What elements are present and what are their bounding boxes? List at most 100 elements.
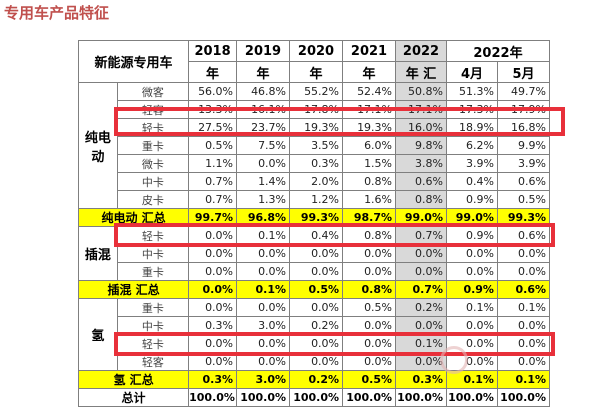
- grand-total-row: 总计 100.0% 100.0% 100.0% 100.0% 100.0% 100.0% 10…: [77, 388, 551, 407]
- share-value-cell: 0.0%: [496, 334, 551, 353]
- year-header-bottom: 年: [342, 61, 397, 83]
- subtotal-value-cell: 0.6%: [496, 280, 551, 299]
- vehicle-type-label: 轻卡: [116, 118, 190, 137]
- year-header-top: 2019: [236, 40, 291, 62]
- share-value-cell: 18.9%: [445, 118, 498, 137]
- vehicle-type-label: 轻卡: [116, 334, 190, 353]
- year-header-bottom: 年: [289, 61, 344, 83]
- grand-total-value-cell: 100.0%: [496, 388, 551, 407]
- share-value-cell: 0.0%: [445, 262, 498, 281]
- share-value-cell: 0.1%: [395, 334, 447, 353]
- share-value-cell: 17.3%: [445, 100, 498, 119]
- share-value-cell: 50.8%: [395, 82, 447, 101]
- year-header-top: 2020: [289, 40, 344, 62]
- share-value-cell: 16.0%: [395, 118, 447, 137]
- group-label: 插混: [78, 226, 118, 281]
- table-row: 纯电 动微客 56.0% 46.8% 55.2% 52.4% 50.8% 51.3% 49.7…: [78, 82, 551, 209]
- subtotal-label: 插混 汇总: [77, 280, 190, 299]
- share-value-cell: 0.0%: [342, 334, 397, 353]
- share-value-cell: 0.0%: [188, 298, 238, 317]
- share-value-cell: 9.9%: [496, 136, 551, 155]
- table-row: 轻客 13.3% 16.1% 17.8% 17.1% 17.1% 17.3% 17.9%: [79, 100, 551, 119]
- share-value-cell: 52.4%: [342, 82, 397, 101]
- share-value-cell: 16.1%: [236, 100, 291, 119]
- corner-header: 新能源专用车: [77, 40, 190, 83]
- subtotal-value-cell: 0.3%: [188, 370, 238, 389]
- share-value-cell: 0.0%: [289, 244, 344, 263]
- subtotal-value-cell: 99.3%: [496, 208, 551, 227]
- subtotal-value-cell: 0.5%: [289, 280, 344, 299]
- subtotal-row: 纯电动 汇总 99.7% 96.8% 99.3% 98.7% 99.0% 99.0% 99.3…: [77, 208, 551, 227]
- share-value-cell: 0.0%: [289, 298, 344, 317]
- share-value-cell: 0.0%: [188, 262, 238, 281]
- vehicle-type-label: 微卡: [116, 154, 190, 173]
- share-value-cell: 1.1%: [188, 154, 238, 173]
- month-header: 5月: [496, 61, 551, 83]
- vehicle-type-label: 中卡: [116, 172, 190, 191]
- grand-total-value-cell: 100.0%: [188, 388, 238, 407]
- share-value-cell: 6.0%: [342, 136, 397, 155]
- share-value-cell: 0.0%: [188, 334, 238, 353]
- share-value-cell: 3.5%: [289, 136, 344, 155]
- grand-total-value-cell: 100.0%: [289, 388, 344, 407]
- share-value-cell: 0.0%: [395, 244, 447, 263]
- share-value-cell: 17.1%: [342, 100, 397, 119]
- share-value-cell: 0.0%: [188, 244, 238, 263]
- table-row: 中卡 0.3% 3.0% 0.2% 0.0% 0.0% 0.0% 0.0%: [79, 316, 551, 335]
- group-label: 氢: [78, 298, 118, 371]
- share-value-cell: 0.0%: [496, 244, 551, 263]
- grand-total-value-cell: 100.0%: [342, 388, 397, 407]
- table-body: 纯电 动微客 56.0% 46.8% 55.2% 52.4% 50.8% 51.3% 49.7…: [77, 82, 551, 407]
- share-value-cell: 3.0%: [236, 316, 291, 335]
- share-value-cell: 0.0%: [395, 316, 447, 335]
- subtotal-row: 氢 汇总 0.3% 3.0% 0.2% 0.5% 0.3% 0.1% 0.1%: [77, 370, 551, 389]
- share-value-cell: 0.4%: [445, 172, 498, 191]
- share-value-cell: 0.0%: [342, 262, 397, 281]
- group-label: 纯电 动: [78, 82, 118, 209]
- share-value-cell: 0.0%: [289, 262, 344, 281]
- share-value-cell: 0.0%: [395, 262, 447, 281]
- share-value-cell: 0.5%: [188, 136, 238, 155]
- share-value-cell: 1.2%: [289, 190, 344, 209]
- subtotal-value-cell: 98.7%: [342, 208, 397, 227]
- subtotal-label: 氢 汇总: [77, 370, 190, 389]
- share-value-cell: 3.9%: [496, 154, 551, 173]
- subtotal-value-cell: 0.0%: [188, 280, 238, 299]
- share-table: 新能源专用车 2018 2019 2020 2021 2022 2022年 年 …: [77, 40, 551, 407]
- share-value-cell: 0.0%: [236, 334, 291, 353]
- share-value-cell: 0.2%: [395, 298, 447, 317]
- share-value-cell: 1.5%: [342, 154, 397, 173]
- page-title: 专用车产品特征: [4, 4, 110, 22]
- share-value-cell: 1.3%: [236, 190, 291, 209]
- share-value-cell: 0.3%: [289, 154, 344, 173]
- share-value-cell: 49.7%: [496, 82, 551, 101]
- share-value-cell: 2.0%: [289, 172, 344, 191]
- vehicle-type-label: 中卡: [116, 244, 190, 263]
- share-value-cell: 0.1%: [445, 298, 498, 317]
- table-row: 中卡 0.0% 0.0% 0.0% 0.0% 0.0% 0.0% 0.0%: [79, 244, 551, 263]
- share-value-cell: 0.4%: [289, 226, 344, 245]
- share-value-cell: 51.3%: [445, 82, 498, 101]
- year-header-bottom: 年 汇: [395, 61, 447, 83]
- share-value-cell: 0.6%: [395, 172, 447, 191]
- share-value-cell: 0.0%: [496, 262, 551, 281]
- share-value-cell: 46.8%: [236, 82, 291, 101]
- subtotal-value-cell: 99.0%: [395, 208, 447, 227]
- grand-total-value-cell: 100.0%: [236, 388, 291, 407]
- subtotal-value-cell: 96.8%: [236, 208, 291, 227]
- subtotal-value-cell: 0.3%: [395, 370, 447, 389]
- share-value-cell: 0.1%: [496, 298, 551, 317]
- vehicle-type-label: 轻卡: [116, 226, 190, 245]
- grand-total-value-cell: 100.0%: [395, 388, 447, 407]
- share-value-cell: 0.7%: [395, 226, 447, 245]
- share-value-cell: 0.7%: [188, 190, 238, 209]
- share-value-cell: 13.3%: [188, 100, 238, 119]
- share-value-cell: 0.0%: [289, 352, 344, 371]
- share-value-cell: 0.2%: [289, 316, 344, 335]
- share-table-container: 新能源专用车 2018 2019 2020 2021 2022 2022年 年 …: [77, 40, 551, 407]
- subtotal-value-cell: 0.7%: [395, 280, 447, 299]
- subtotal-value-cell: 99.7%: [188, 208, 238, 227]
- share-value-cell: 0.0%: [236, 154, 291, 173]
- share-value-cell: 0.0%: [188, 226, 238, 245]
- share-value-cell: 0.0%: [236, 352, 291, 371]
